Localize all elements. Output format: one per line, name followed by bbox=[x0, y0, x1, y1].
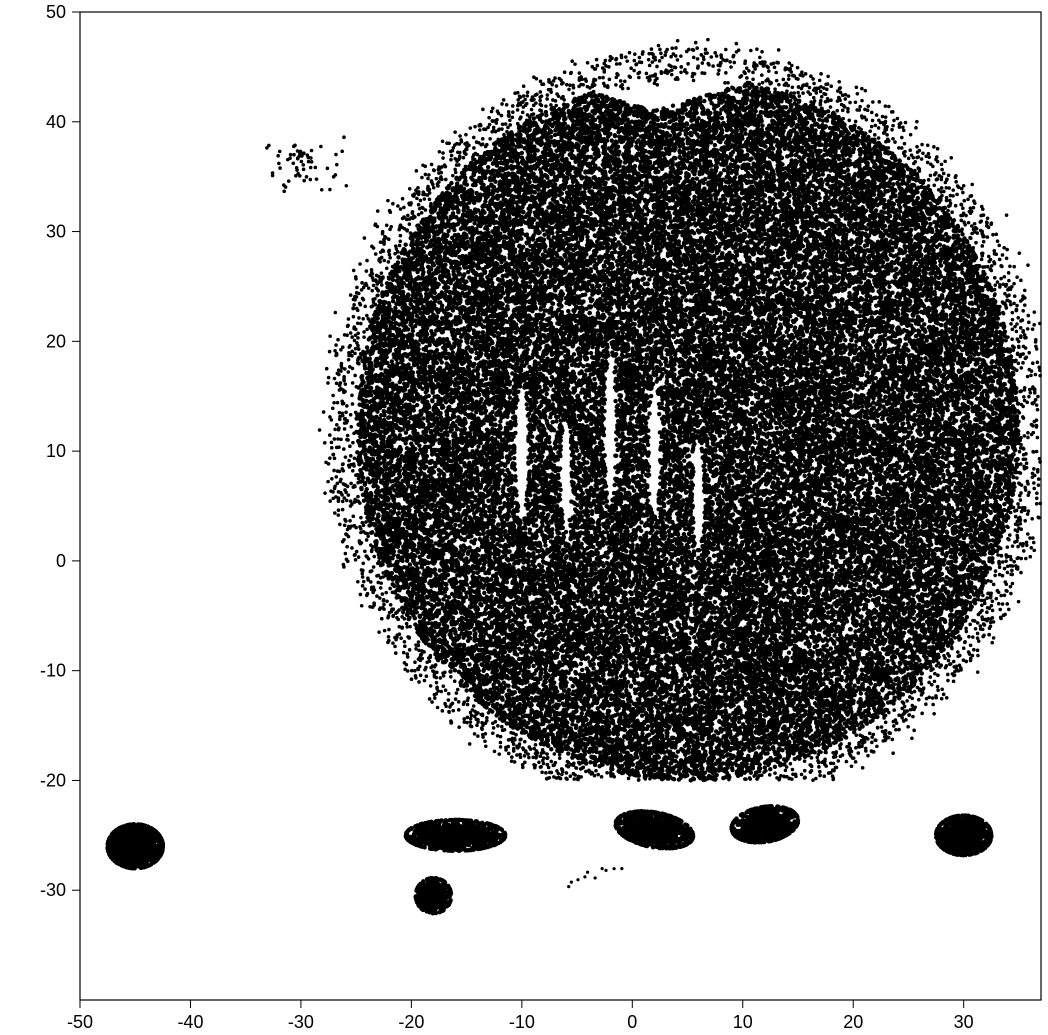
x-tick-label: -50 bbox=[67, 1012, 93, 1032]
y-tick-label: 50 bbox=[46, 2, 66, 22]
x-tick-label: -20 bbox=[398, 1012, 424, 1032]
x-tick-label: 30 bbox=[954, 1012, 974, 1032]
x-tick-label: -40 bbox=[177, 1012, 203, 1032]
y-tick-label: 20 bbox=[46, 331, 66, 351]
scatter-points bbox=[105, 38, 1042, 916]
y-tick-label: 30 bbox=[46, 222, 66, 242]
x-tick-label: -10 bbox=[509, 1012, 535, 1032]
scatter-chart: -50 -40 -30 -20 -10 0 10 20 30 -30 -20 -10 0 10 20 30 40… bbox=[0, 0, 1048, 1035]
y-tick-label: -30 bbox=[40, 880, 66, 900]
x-tick-label: 0 bbox=[627, 1012, 637, 1032]
y-tick-label: -20 bbox=[40, 770, 66, 790]
y-axis-ticks: -30 -20 -10 0 10 20 30 40 50 bbox=[40, 2, 80, 900]
x-tick-label: -30 bbox=[288, 1012, 314, 1032]
y-tick-label: 10 bbox=[46, 441, 66, 461]
x-axis-ticks: -50 -40 -30 -20 -10 0 10 20 30 bbox=[67, 1000, 974, 1032]
y-tick-label: 0 bbox=[56, 551, 66, 571]
y-tick-label: -10 bbox=[40, 661, 66, 681]
y-tick-label: 40 bbox=[46, 112, 66, 132]
x-tick-label: 20 bbox=[843, 1012, 863, 1032]
x-tick-label: 10 bbox=[733, 1012, 753, 1032]
